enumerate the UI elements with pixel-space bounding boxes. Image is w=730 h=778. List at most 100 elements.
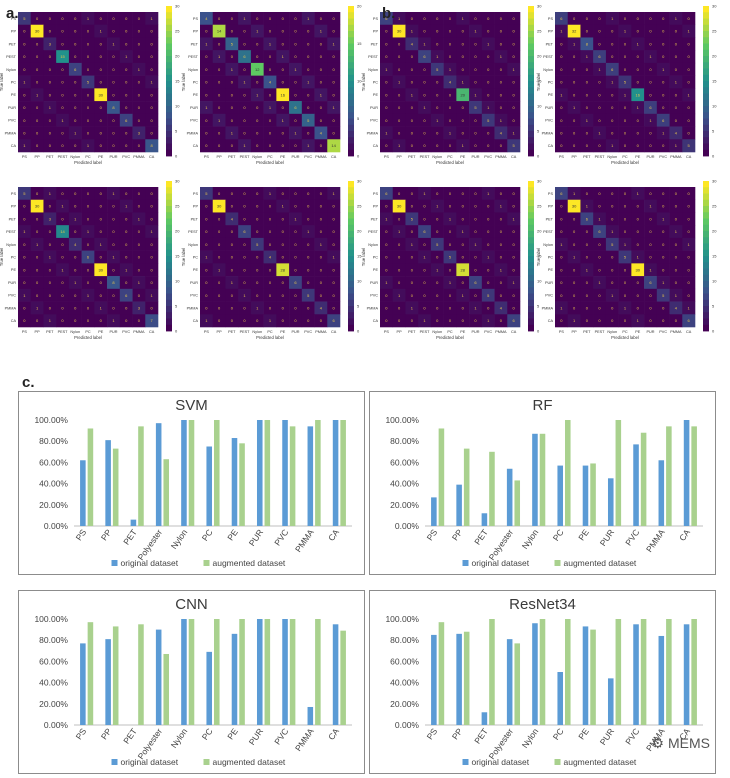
bar [683,420,690,526]
cm-cell-value: 6 [294,280,297,285]
cm-cell-value: 0 [307,131,310,136]
cm-cell-value: 0 [243,306,246,311]
cm-cell-value: 0 [87,118,90,123]
cm-cell-value: 0 [23,41,26,46]
cm-cell-value: 1 [487,255,490,260]
cm-cell-value: 0 [598,105,601,110]
cm-cell [580,276,594,290]
cm-cell [238,276,252,290]
cm-col-label: PUR [471,330,479,334]
cm-cell [263,187,277,201]
cm-cell-value: 0 [573,118,576,123]
cm-cell [469,199,483,213]
cm-cell [656,237,670,251]
cm-cell-value: 1 [474,306,477,311]
cm-cell-value: 1 [637,105,640,110]
colorbar-segment [528,312,534,319]
colorbar-segment [703,131,709,138]
cm-cell-value: 0 [151,29,154,34]
cm-col-label: PE [460,330,466,334]
colorbar-segment [166,187,172,194]
colorbar-segment [703,293,709,301]
bar [340,630,346,725]
bar [188,420,195,526]
cm-cell-value: 0 [36,318,39,323]
cm-cell-value: 0 [385,118,388,123]
cm-cell-value: 1 [269,105,272,110]
bar [590,463,596,526]
cm-col-label: PVC [484,155,492,159]
cm-cell [132,288,146,302]
cm-cell-value: 1 [662,131,665,136]
cm-cell-value: 0 [61,41,64,46]
cm-row-label: PP [11,205,17,209]
cm-cell [469,113,483,127]
colorbar-segment [166,206,172,213]
y-tick-label: 60.00% [390,656,419,666]
cm-cell-value: 0 [598,118,601,123]
cm-cell-value: 0 [294,143,297,148]
cm-cell-value: 0 [385,267,388,272]
cm-cell-value: 0 [36,143,39,148]
cm-cell-value: 0 [256,318,259,323]
bar [163,459,170,526]
cm-cell-value: 1 [36,306,39,311]
cm-col-label: Nylon [70,155,80,159]
cm-cell [631,276,645,290]
cm-cell-value: 0 [598,204,601,209]
cm-cell [580,12,594,26]
cm-cell [605,24,619,38]
cm-cell [631,126,645,140]
cm-cell [81,50,95,64]
cm-cell [81,12,95,26]
cm-cell-value: 0 [487,242,490,247]
cm-cell [145,225,159,239]
cm-cell [327,237,341,251]
cm-cell-value: 1 [151,229,154,234]
cm-cell [593,314,607,328]
cm-cell [656,37,670,51]
cm-cell-value: 1 [333,255,336,260]
cm-cell-value: 1 [675,143,678,148]
cm-cell [225,88,239,102]
cm-cell [119,288,133,302]
cm-row-label: CA [373,144,379,148]
colorbar-segment [528,131,534,138]
cm-cell-value: 0 [138,204,141,209]
cm-cell [68,187,82,201]
cm-cell [68,24,82,38]
confusion-matrices-svg: 5 0 0 0 0 1 0 0 0 0 10 30 0 0 0 0 1 0 0 0 00 0 3 0 0 0 0 1 0 0 00 0 0 15 0… [0,4,717,341]
cm-cell [289,301,303,315]
chart-title: SVM [175,397,208,414]
cm-row-label: PEST [543,55,554,59]
cm-cell-value: 0 [385,41,388,46]
cm-cell [301,24,315,38]
colorbar-tick-label: 25 [712,204,717,209]
cm-cell-value: 0 [87,204,90,209]
cm-cell [682,314,696,328]
colorbar-tick-label: 25 [175,29,180,34]
cm-cell [618,301,632,315]
cm-cell [605,212,619,226]
cm-cell [669,237,683,251]
cm-cell [380,288,394,302]
cm-cell [443,237,457,251]
cm-cell [145,101,159,115]
cm-cell-value: 0 [333,80,336,85]
cm-cell-value: 0 [256,16,259,21]
cm-cell [682,139,696,153]
cm-cell-value: 1 [649,118,652,123]
cm-cell-value: 0 [74,16,77,21]
colorbar-tick-label: 30 [357,179,362,184]
cm-cell [238,212,252,226]
cm-row-label: PC [193,81,199,85]
cm-cell [18,12,32,26]
cm-cell [507,50,521,64]
cm-cell [30,24,44,38]
cm-cell [250,225,264,239]
cm-cell [18,113,32,127]
cm-cell [212,187,226,201]
cm-cell [669,314,683,328]
cm-row-label: PEST [543,230,554,234]
colorbar-segment [528,268,534,276]
